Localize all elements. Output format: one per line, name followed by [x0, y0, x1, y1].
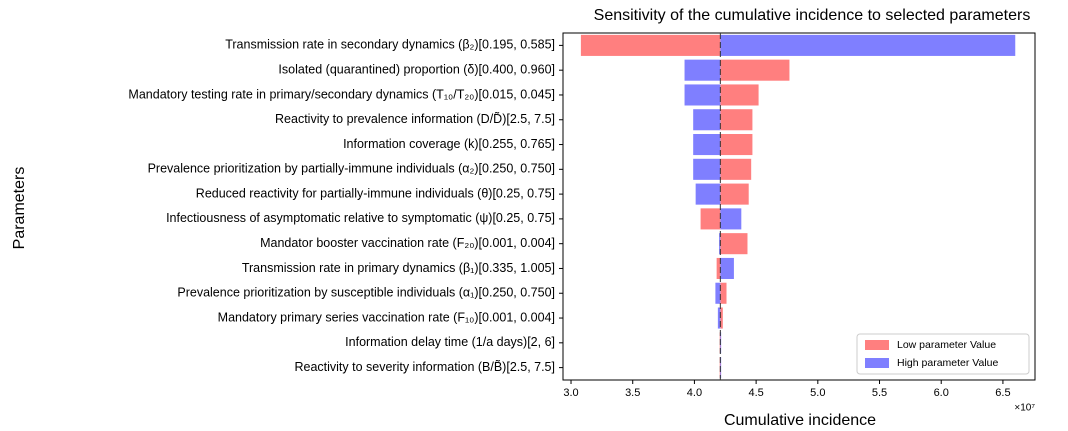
y-tick-label: Reduced reactivity for partially-immune … [196, 186, 555, 200]
bar [695, 183, 721, 205]
bar [715, 282, 721, 304]
y-tick-label: Prevalence prioritization by susceptible… [177, 286, 555, 300]
y-tick-label: Prevalence prioritization by partially-i… [148, 162, 555, 176]
legend-label: High parameter Value [897, 357, 999, 369]
bar [720, 109, 753, 131]
bar [693, 158, 721, 180]
bar [684, 59, 721, 81]
chart-title: Sensitivity of the cumulative incidence … [594, 7, 1031, 24]
bar [720, 34, 1016, 56]
bar [693, 109, 721, 131]
bar [580, 34, 721, 56]
bar [720, 84, 759, 106]
bar [720, 158, 752, 180]
y-tick-label: Information delay time (1/a days)[2, 6] [345, 335, 555, 349]
bar [719, 233, 721, 255]
y-tick-label: Infectiousness of asymptomatic relative … [166, 211, 555, 225]
bar [693, 134, 721, 156]
y-tick-label: Isolated (quarantined) proportion (δ)[0.… [278, 62, 555, 76]
x-offset-label: ×10⁷ [1014, 403, 1035, 414]
y-tick-label: Mandatory primary series vaccination rat… [218, 310, 555, 324]
bar [717, 307, 721, 329]
bar [720, 307, 723, 329]
x-tick-label: 3.5 [625, 387, 640, 399]
y-tick-label: Information coverage (k)[0.255, 0.765] [343, 137, 555, 151]
x-tick-label: 4.5 [748, 387, 763, 399]
legend-swatch [865, 358, 889, 368]
y-tick-label: Reactivity to severity information (B/B̃… [294, 359, 555, 374]
x-tick-label: 6.5 [995, 387, 1010, 399]
legend-label: Low parameter Value [897, 339, 996, 351]
bar [720, 208, 742, 230]
y-tick-label: Mandatory testing rate in primary/second… [128, 87, 555, 101]
bar [720, 233, 748, 255]
x-tick-label: 6.0 [934, 387, 949, 399]
y-tick-label: Mandator booster vaccination rate (F₂₀)[… [260, 236, 555, 250]
x-tick-label: 4.0 [687, 387, 702, 399]
bar [720, 183, 749, 205]
bar [720, 257, 734, 279]
legend-swatch [865, 340, 889, 350]
x-tick-label: 3.0 [563, 387, 578, 399]
legend-box [856, 333, 1030, 375]
y-tick-label: Reactivity to prevalence information (D/… [275, 111, 555, 126]
plot-frame [562, 32, 1036, 381]
y-axis-label: Parameters [11, 167, 28, 250]
bar [700, 208, 721, 230]
bar [720, 59, 790, 81]
x-tick-label: 5.0 [810, 387, 825, 399]
bar [720, 282, 727, 304]
bar [720, 134, 753, 156]
x-tick-label: 5.5 [872, 387, 887, 399]
y-tick-label: Transmission rate in secondary dynamics … [225, 38, 555, 52]
bar [684, 84, 721, 106]
x-axis-label: Cumulative incidence [724, 412, 876, 429]
y-tick-label: Transmission rate in primary dynamics (β… [242, 261, 555, 275]
bar [716, 257, 721, 279]
